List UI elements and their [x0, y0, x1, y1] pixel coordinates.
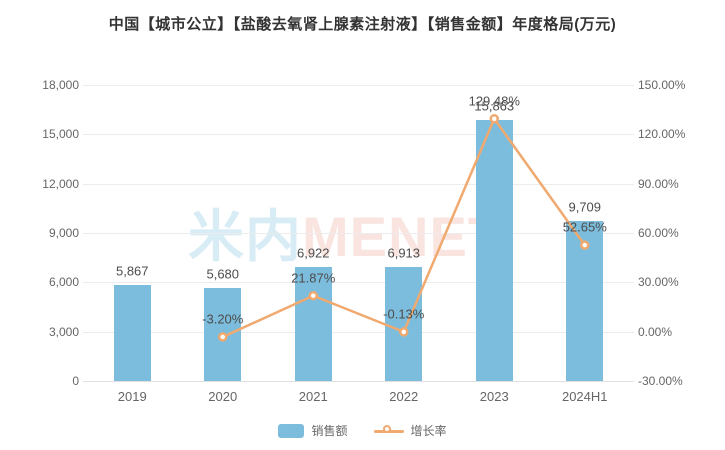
- x-axis-label-2022: 2022: [389, 389, 419, 404]
- y-left-tick-18,000: 18,000: [42, 78, 79, 92]
- y-left-tick-15,000: 15,000: [42, 127, 79, 142]
- y-right-tick-30.00%: 30.00%: [638, 275, 679, 290]
- growth-label-2024H1: 52.65%: [562, 219, 607, 235]
- chart-title: 中国【城市公立】【盐酸去氧肾上腺素注射液】【销售金额】年度格局(万元): [108, 16, 617, 33]
- bar-2019[interactable]: [113, 284, 151, 381]
- line-marker-2023[interactable]: [489, 113, 499, 124]
- bar-2021[interactable]: [294, 267, 332, 381]
- gridline-3,000: [83, 331, 634, 333]
- legend-item-sales[interactable]: 销售额: [278, 422, 348, 439]
- bar-series-swatch-icon: [278, 423, 305, 438]
- gridline-6,000: [83, 282, 634, 284]
- y-right-tick-120.00%: 120.00%: [638, 127, 686, 142]
- watermark-cn-text: 米内: [188, 205, 302, 268]
- bar-2022[interactable]: [385, 267, 423, 381]
- x-axis-label-2020: 2020: [208, 389, 238, 404]
- x-axis-label-2021: 2021: [298, 389, 328, 404]
- y-right-tick-0.00%: 0.00%: [638, 324, 673, 339]
- line-series-swatch-icon: [373, 424, 404, 438]
- y-right-tick-90.00%: 90.00%: [638, 176, 679, 191]
- y-left-tick-12,000: 12,000: [42, 176, 79, 191]
- chart-legend: 销售额 增长率: [0, 422, 725, 439]
- y-left-tick-9,000: 9,000: [48, 226, 79, 240]
- y-left-tick-6,000: 6,000: [48, 275, 79, 290]
- legend-label-sales: 销售额: [311, 424, 348, 438]
- y-left-tick-3,000: 3,000: [48, 324, 79, 339]
- bar-value-label-2021: 6,922: [296, 245, 330, 261]
- growth-label-2020: -3.20%: [202, 311, 244, 327]
- growth-label-2021: 21.87%: [291, 270, 336, 286]
- gridline-9,000: [83, 233, 634, 234]
- bar-value-label-2020: 5,680: [206, 266, 240, 282]
- y-left-tick-0: 0: [72, 374, 79, 388]
- y-right-tick-150.00%: 150.00%: [638, 78, 686, 92]
- line-marker-2021[interactable]: [308, 290, 318, 301]
- growth-label-2023: 129.48%: [468, 93, 520, 109]
- line-marker-2022[interactable]: [399, 327, 409, 337]
- bar-value-label-2022: 6,913: [387, 245, 421, 261]
- bar-value-label-2019: 5,867: [115, 263, 149, 279]
- x-axis-line: [83, 381, 634, 382]
- legend-item-growth[interactable]: 增长率: [373, 422, 447, 439]
- gridline-12,000: [83, 183, 634, 185]
- growth-label-2022: -0.13%: [383, 306, 425, 322]
- x-axis-label-2023: 2023: [479, 389, 509, 404]
- growth-rate-line: [222, 116, 586, 339]
- legend-label-growth: 增长率: [410, 424, 447, 438]
- x-axis-label-2024H1: 2024H1: [561, 389, 608, 404]
- bar-value-label-2023: 15,863: [474, 98, 515, 114]
- gridline-15,000: [83, 134, 634, 136]
- y-right-tick-60.00%: 60.00%: [638, 226, 679, 240]
- x-axis-label-2019: 2019: [117, 389, 147, 404]
- gridline-18,000: [83, 85, 634, 86]
- bar-2023[interactable]: [475, 120, 513, 381]
- watermark-en-text: MENET: [302, 205, 503, 268]
- bar-value-label-2024H1: 9,709: [568, 199, 602, 215]
- line-marker-2020[interactable]: [218, 332, 228, 342]
- y-right-tick--30.00%: -30.00%: [638, 374, 683, 388]
- menet-watermark: 米内MENET: [188, 192, 503, 273]
- line-marker-2024H1[interactable]: [580, 240, 590, 250]
